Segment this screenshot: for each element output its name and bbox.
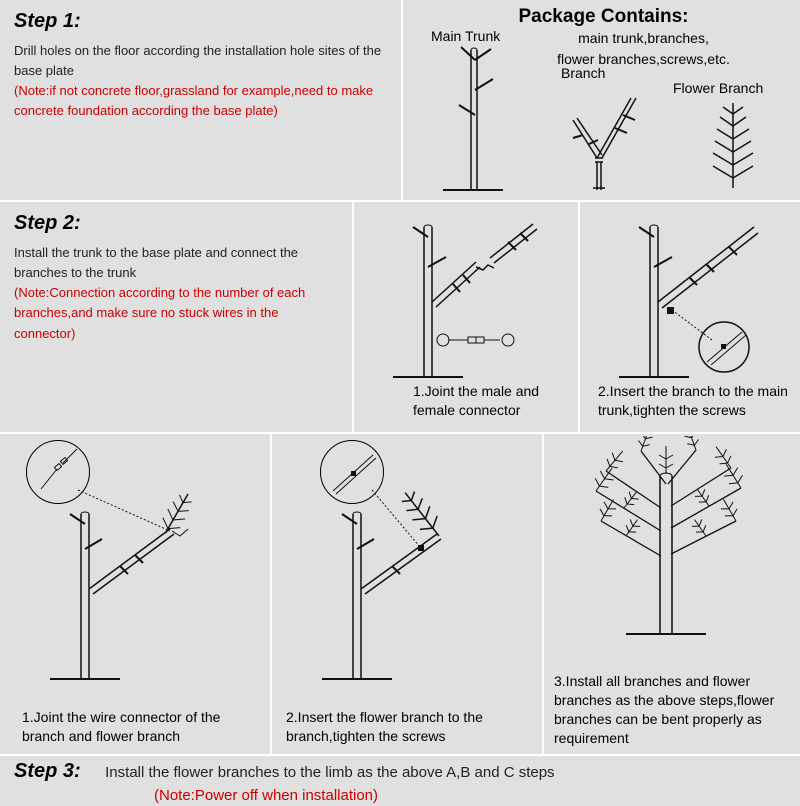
row-1: Step 1: Drill holes on the floor accordi… <box>0 0 800 200</box>
instruction-sheet: Step 1: Drill holes on the floor accordi… <box>0 0 800 800</box>
row-2: Step 2: Install the trunk to the base pl… <box>0 202 800 432</box>
step2-cap2: 2.Insert the branch to the main trunk,ti… <box>594 382 790 420</box>
step2-note: (Note:Connection according to the number… <box>14 283 338 343</box>
pkg-flower-drawing <box>693 98 773 193</box>
step3-footer: Step 3: Install the flower branches to t… <box>0 756 800 806</box>
step3-title: Step 3: <box>14 760 81 783</box>
step2-title: Step 2: <box>14 212 338 235</box>
pkg-branch-drawing <box>553 80 653 195</box>
step1-title: Step 1: <box>14 10 387 33</box>
step2-sub2-drawing <box>594 212 799 382</box>
step3-sub1: 1.Joint the wire connector of the branch… <box>0 434 270 754</box>
step3-note: (Note:Power off when installation) <box>14 784 790 806</box>
step3-cap2: 2.Insert the flower branch to the branch… <box>286 708 532 746</box>
step3-text: Install the flower branches to the limb … <box>105 764 554 781</box>
row-3: 1.Joint the wire connector of the branch… <box>0 434 800 754</box>
step2-sub1-drawing <box>368 212 573 382</box>
step3-cap3: 3.Install all branches and flower branch… <box>554 672 796 748</box>
step3-sub3-drawing <box>546 436 800 636</box>
step2-sub2: 2.Insert the branch to the main trunk,ti… <box>580 202 800 432</box>
step2-text: Install the trunk to the base plate and … <box>14 243 338 283</box>
step2-cap1: 1.Joint the male and female connector <box>368 382 564 420</box>
label-branch: Branch <box>561 65 605 81</box>
step3-sub2-drawing <box>292 489 522 684</box>
step3-sub1-drawing <box>20 489 250 684</box>
row-4: Step 3: Install the flower branches to t… <box>0 756 800 806</box>
package-title: Package Contains: <box>519 6 689 27</box>
step1-text: Drill holes on the floor according the i… <box>14 41 387 81</box>
step1-panel: Step 1: Drill holes on the floor accordi… <box>0 0 401 200</box>
step3-sub2: 2.Insert the flower branch to the branch… <box>272 434 542 754</box>
package-panel: Package Contains: main trunk,branches, f… <box>403 0 800 200</box>
label-flower: Flower Branch <box>673 80 763 96</box>
step3-cap1: 1.Joint the wire connector of the branch… <box>22 708 260 746</box>
step1-note: (Note:if not concrete floor,grassland fo… <box>14 81 387 121</box>
step2-text-panel: Step 2: Install the trunk to the base pl… <box>0 202 352 432</box>
step2-sub1: 1.Joint the male and female connector <box>354 202 578 432</box>
step3-sub3: 3.Install all branches and flower branch… <box>544 434 800 754</box>
pkg-trunk-drawing <box>413 35 533 195</box>
pkg-line1: main trunk,branches, <box>578 30 709 46</box>
